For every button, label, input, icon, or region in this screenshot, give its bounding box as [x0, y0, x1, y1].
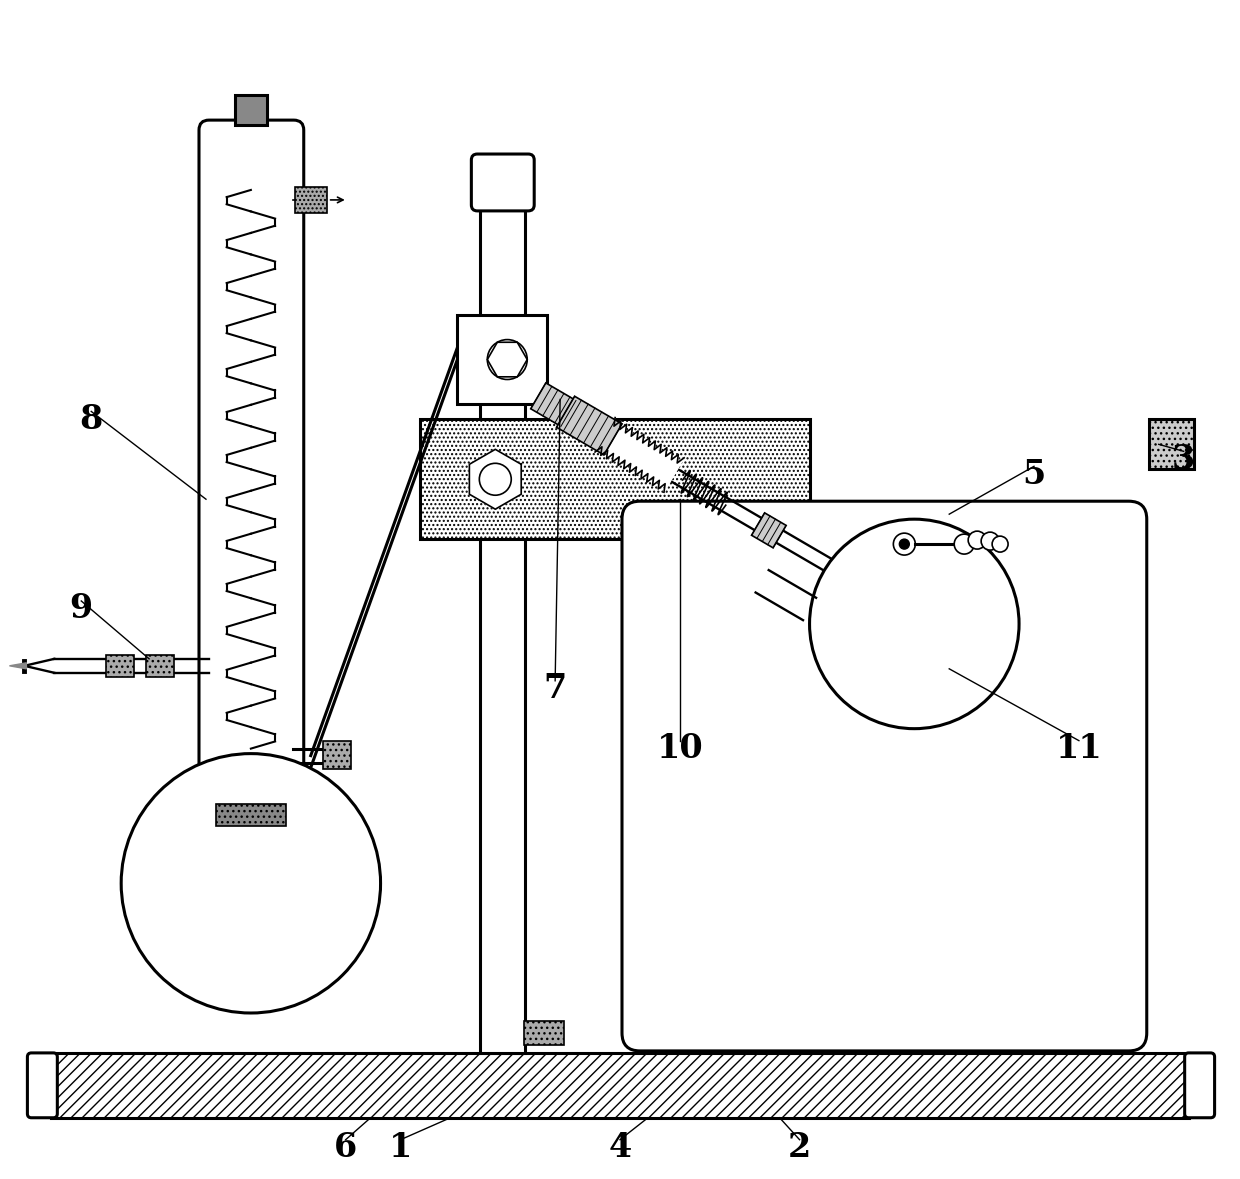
FancyBboxPatch shape	[622, 501, 1147, 1050]
Text: 8: 8	[79, 403, 103, 436]
Polygon shape	[557, 396, 622, 455]
Bar	[51, 1053, 1189, 1118]
Bar	[480, 200, 526, 1053]
Polygon shape	[595, 417, 684, 493]
Text: 2: 2	[787, 1131, 811, 1164]
Text: 1: 1	[389, 1131, 412, 1164]
Text: 3: 3	[1172, 443, 1195, 476]
Bar	[146, 654, 174, 677]
Circle shape	[981, 532, 999, 551]
Bar	[525, 1021, 564, 1045]
FancyBboxPatch shape	[1184, 1053, 1215, 1118]
Text: 7: 7	[543, 672, 567, 705]
Text: 6: 6	[334, 1131, 357, 1164]
Polygon shape	[531, 383, 575, 427]
Circle shape	[955, 534, 975, 554]
FancyBboxPatch shape	[816, 641, 1012, 726]
Bar	[322, 740, 351, 769]
Polygon shape	[470, 449, 521, 509]
Circle shape	[968, 531, 986, 549]
Bar	[458, 315, 547, 404]
Text: 5: 5	[1023, 457, 1045, 490]
Circle shape	[810, 519, 1019, 729]
Text: 11: 11	[1055, 732, 1102, 765]
Bar	[1148, 420, 1194, 469]
Bar	[107, 654, 134, 677]
Polygon shape	[10, 663, 26, 668]
FancyBboxPatch shape	[27, 1053, 57, 1118]
Polygon shape	[751, 513, 786, 548]
FancyBboxPatch shape	[471, 154, 534, 211]
Circle shape	[899, 539, 909, 549]
Text: 10: 10	[656, 732, 703, 765]
Circle shape	[992, 536, 1008, 552]
Bar	[234, 95, 267, 125]
Bar	[295, 187, 326, 213]
Circle shape	[122, 753, 381, 1013]
Bar	[420, 420, 810, 539]
Text: 4: 4	[609, 1131, 631, 1164]
FancyBboxPatch shape	[198, 120, 304, 838]
Bar	[216, 804, 285, 826]
Text: 9: 9	[69, 593, 93, 625]
